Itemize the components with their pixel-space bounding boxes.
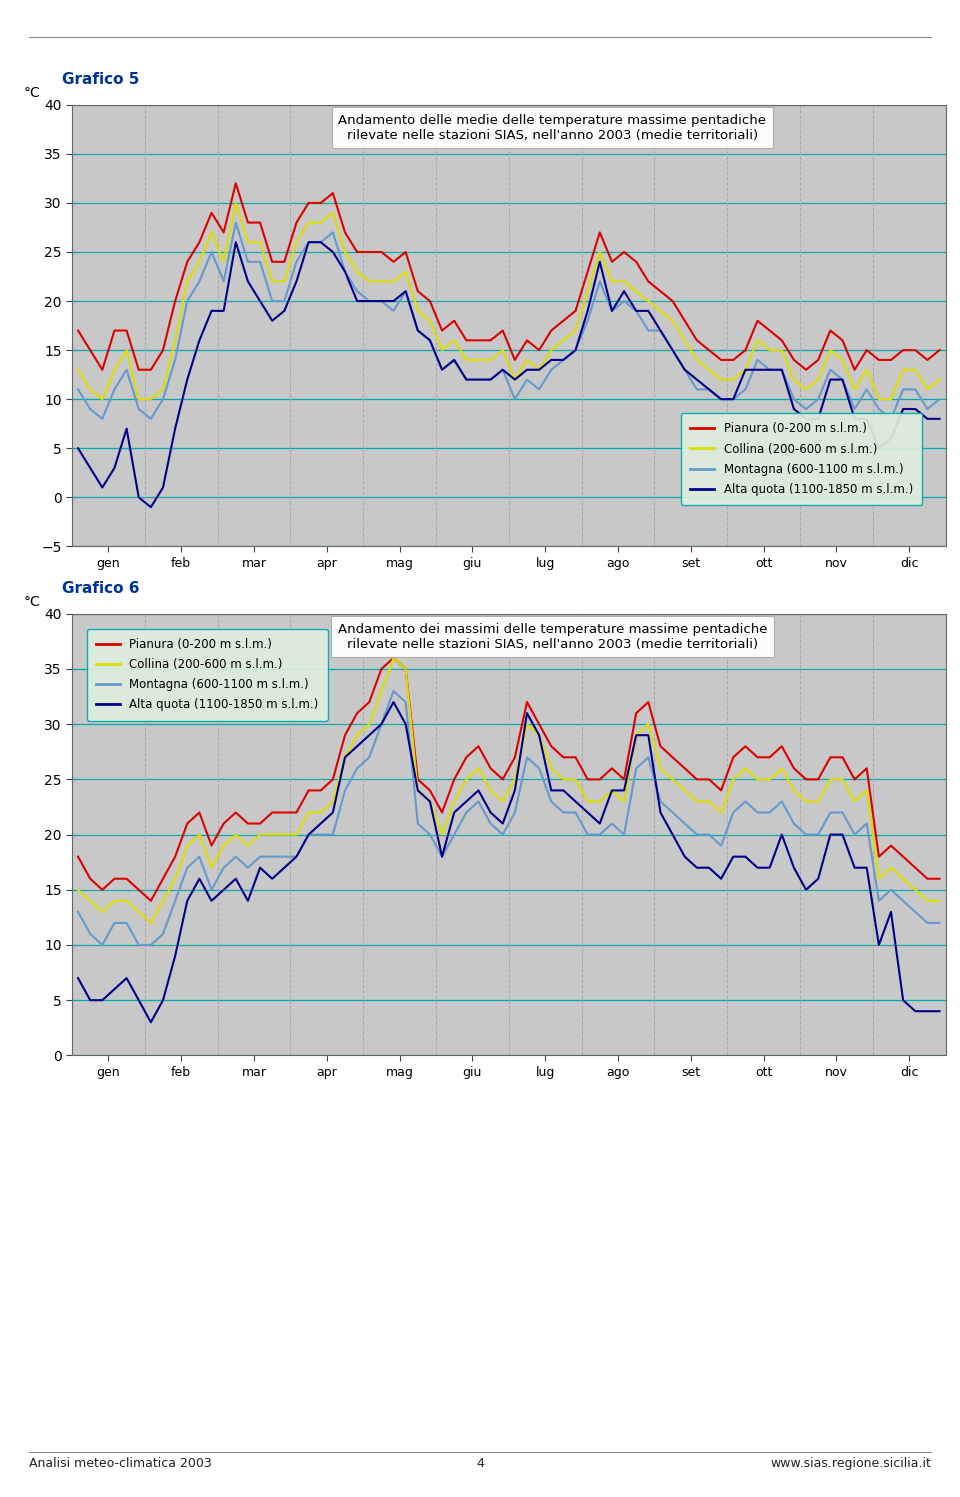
Montagna (600-1100 m s.l.m.) — [72, 380, 84, 398]
Legend: Pianura (0-200 m s.l.m.), Collina (200-600 m s.l.m.), Montagna (600-1100 m s.l.m: Pianura (0-200 m s.l.m.), Collina (200-6… — [681, 413, 923, 504]
Collina (200-600 m s.l.m.) — [230, 195, 242, 213]
Pianura (0-200 m s.l.m.) — [145, 892, 156, 910]
Text: Andamento dei massimi delle temperature massime pentadiche
rilevate nelle stazio: Andamento dei massimi delle temperature … — [338, 623, 767, 651]
Montagna (600-1100 m s.l.m.) — [642, 322, 654, 340]
Legend: Pianura (0-200 m s.l.m.), Collina (200-600 m s.l.m.), Montagna (600-1100 m s.l.m: Pianura (0-200 m s.l.m.), Collina (200-6… — [86, 629, 327, 720]
Line: Collina (200-600 m s.l.m.): Collina (200-600 m s.l.m.) — [78, 204, 940, 400]
Collina (200-600 m s.l.m.) — [679, 331, 690, 349]
Text: Analisi meteo-climatica 2003: Analisi meteo-climatica 2003 — [29, 1457, 211, 1470]
Alta quota (1100-1850 m s.l.m.) — [145, 499, 156, 516]
Montagna (600-1100 m s.l.m.) — [97, 410, 108, 428]
Alta quota (1100-1850 m s.l.m.) — [388, 693, 399, 711]
Pianura (0-200 m s.l.m.) — [388, 650, 399, 668]
Montagna (600-1100 m s.l.m.) — [642, 748, 654, 766]
Montagna (600-1100 m s.l.m.) — [205, 243, 217, 260]
Pianura (0-200 m s.l.m.) — [885, 350, 897, 368]
Line: Montagna (600-1100 m s.l.m.): Montagna (600-1100 m s.l.m.) — [78, 223, 940, 419]
Alta quota (1100-1850 m s.l.m.) — [885, 903, 897, 921]
Montagna (600-1100 m s.l.m.) — [375, 716, 387, 734]
Text: 4: 4 — [476, 1457, 484, 1470]
Montagna (600-1100 m s.l.m.) — [72, 903, 84, 921]
Pianura (0-200 m s.l.m.) — [679, 311, 690, 329]
Pianura (0-200 m s.l.m.) — [72, 847, 84, 865]
Pianura (0-200 m s.l.m.) — [230, 174, 242, 192]
Montagna (600-1100 m s.l.m.) — [205, 880, 217, 898]
Alta quota (1100-1850 m s.l.m.) — [388, 292, 399, 310]
Montagna (600-1100 m s.l.m.) — [679, 814, 690, 832]
Collina (200-600 m s.l.m.) — [582, 792, 593, 810]
Collina (200-600 m s.l.m.) — [642, 716, 654, 734]
Line: Alta quota (1100-1850 m s.l.m.): Alta quota (1100-1850 m s.l.m.) — [78, 243, 940, 507]
Montagna (600-1100 m s.l.m.) — [582, 311, 593, 329]
Alta quota (1100-1850 m s.l.m.) — [375, 716, 387, 734]
Collina (200-600 m s.l.m.) — [885, 859, 897, 877]
Montagna (600-1100 m s.l.m.) — [885, 410, 897, 428]
Line: Pianura (0-200 m s.l.m.): Pianura (0-200 m s.l.m.) — [78, 183, 940, 370]
Alta quota (1100-1850 m s.l.m.) — [205, 892, 217, 910]
Pianura (0-200 m s.l.m.) — [205, 837, 217, 855]
Collina (200-600 m s.l.m.) — [205, 859, 217, 877]
Pianura (0-200 m s.l.m.) — [934, 870, 946, 888]
Collina (200-600 m s.l.m.) — [388, 272, 399, 290]
Montagna (600-1100 m s.l.m.) — [934, 913, 946, 931]
Montagna (600-1100 m s.l.m.) — [388, 683, 399, 701]
Alta quota (1100-1850 m s.l.m.) — [642, 726, 654, 744]
Alta quota (1100-1850 m s.l.m.) — [145, 1013, 156, 1031]
Pianura (0-200 m s.l.m.) — [679, 759, 690, 777]
Collina (200-600 m s.l.m.) — [885, 391, 897, 409]
Line: Montagna (600-1100 m s.l.m.): Montagna (600-1100 m s.l.m.) — [78, 692, 940, 945]
Collina (200-600 m s.l.m.) — [97, 391, 108, 409]
Pianura (0-200 m s.l.m.) — [642, 272, 654, 290]
Collina (200-600 m s.l.m.) — [388, 650, 399, 668]
Alta quota (1100-1850 m s.l.m.) — [642, 302, 654, 320]
Text: °C: °C — [24, 596, 40, 609]
Collina (200-600 m s.l.m.) — [205, 223, 217, 241]
Text: Andamento delle medie delle temperature massime pentadiche
rilevate nelle stazio: Andamento delle medie delle temperature … — [339, 114, 766, 142]
Montagna (600-1100 m s.l.m.) — [885, 880, 897, 898]
Text: Grafico 6: Grafico 6 — [62, 581, 140, 596]
Alta quota (1100-1850 m s.l.m.) — [934, 410, 946, 428]
Pianura (0-200 m s.l.m.) — [885, 837, 897, 855]
Pianura (0-200 m s.l.m.) — [642, 693, 654, 711]
Pianura (0-200 m s.l.m.) — [375, 660, 387, 678]
Text: Grafico 5: Grafico 5 — [62, 72, 140, 87]
Montagna (600-1100 m s.l.m.) — [388, 302, 399, 320]
Montagna (600-1100 m s.l.m.) — [582, 826, 593, 844]
Pianura (0-200 m s.l.m.) — [205, 204, 217, 222]
Pianura (0-200 m s.l.m.) — [934, 341, 946, 359]
Alta quota (1100-1850 m s.l.m.) — [582, 302, 593, 320]
Collina (200-600 m s.l.m.) — [934, 371, 946, 389]
Collina (200-600 m s.l.m.) — [72, 880, 84, 898]
Collina (200-600 m s.l.m.) — [582, 283, 593, 301]
Line: Pianura (0-200 m s.l.m.): Pianura (0-200 m s.l.m.) — [78, 659, 940, 901]
Collina (200-600 m s.l.m.) — [145, 913, 156, 931]
Text: www.sias.regione.sicilia.it: www.sias.regione.sicilia.it — [770, 1457, 931, 1470]
Collina (200-600 m s.l.m.) — [642, 292, 654, 310]
Alta quota (1100-1850 m s.l.m.) — [72, 439, 84, 457]
Collina (200-600 m s.l.m.) — [375, 683, 387, 701]
Alta quota (1100-1850 m s.l.m.) — [205, 302, 217, 320]
Alta quota (1100-1850 m s.l.m.) — [934, 1003, 946, 1021]
Alta quota (1100-1850 m s.l.m.) — [679, 361, 690, 379]
Montagna (600-1100 m s.l.m.) — [97, 936, 108, 954]
Collina (200-600 m s.l.m.) — [934, 892, 946, 910]
Alta quota (1100-1850 m s.l.m.) — [885, 430, 897, 448]
Alta quota (1100-1850 m s.l.m.) — [230, 234, 242, 251]
Line: Alta quota (1100-1850 m s.l.m.): Alta quota (1100-1850 m s.l.m.) — [78, 702, 940, 1022]
Line: Collina (200-600 m s.l.m.): Collina (200-600 m s.l.m.) — [78, 659, 940, 922]
Pianura (0-200 m s.l.m.) — [582, 262, 593, 280]
Collina (200-600 m s.l.m.) — [679, 781, 690, 799]
Pianura (0-200 m s.l.m.) — [388, 253, 399, 271]
Montagna (600-1100 m s.l.m.) — [679, 361, 690, 379]
Alta quota (1100-1850 m s.l.m.) — [582, 804, 593, 822]
Alta quota (1100-1850 m s.l.m.) — [72, 969, 84, 987]
Alta quota (1100-1850 m s.l.m.) — [679, 847, 690, 865]
Pianura (0-200 m s.l.m.) — [97, 361, 108, 379]
Pianura (0-200 m s.l.m.) — [72, 322, 84, 340]
Montagna (600-1100 m s.l.m.) — [230, 214, 242, 232]
Pianura (0-200 m s.l.m.) — [582, 771, 593, 789]
Montagna (600-1100 m s.l.m.) — [934, 391, 946, 409]
Collina (200-600 m s.l.m.) — [72, 361, 84, 379]
Text: °C: °C — [24, 87, 40, 100]
